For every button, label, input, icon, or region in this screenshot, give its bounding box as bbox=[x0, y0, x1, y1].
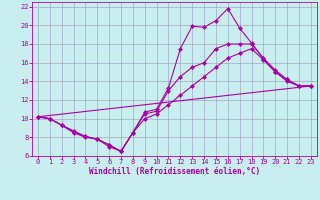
X-axis label: Windchill (Refroidissement éolien,°C): Windchill (Refroidissement éolien,°C) bbox=[89, 167, 260, 176]
